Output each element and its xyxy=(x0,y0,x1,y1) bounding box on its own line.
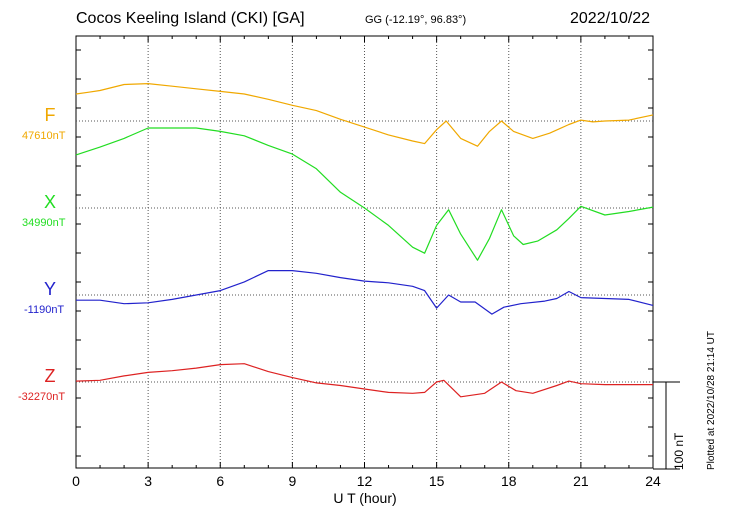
baseline-label-f: 47610nT xyxy=(22,130,66,142)
series-lines xyxy=(75,83,654,398)
grid-lines xyxy=(76,36,653,468)
series-label-x: X xyxy=(43,192,56,212)
x-axis-label: U T (hour) xyxy=(333,490,396,506)
x-tick-labels: 0 3 6 9 12 15 18 21 24 xyxy=(72,473,661,489)
series-label-y: Y xyxy=(43,279,56,299)
x-tick-label: 12 xyxy=(357,473,373,489)
tick-marks xyxy=(75,36,654,468)
series-line-z xyxy=(75,363,653,398)
x-tick-label: 21 xyxy=(573,473,589,489)
x-tick-label: 18 xyxy=(501,473,517,489)
baseline-label-z: -32270nT xyxy=(18,391,66,403)
coordinates: GG (-12.19°, 96.83°) xyxy=(365,14,467,26)
x-tick-label: 15 xyxy=(429,473,445,489)
scale-bar xyxy=(653,381,680,470)
baseline-label-y: -1190nT xyxy=(24,304,65,316)
x-tick-label: 6 xyxy=(216,473,224,489)
x-tick-label: 0 xyxy=(72,473,80,489)
plotted-at-note: Plotted at 2022/10/28 21:14 UT xyxy=(706,331,717,470)
series-label-z: Z xyxy=(44,366,56,386)
series-line-x xyxy=(75,127,654,261)
x-tick-label: 9 xyxy=(288,473,296,489)
x-tick-label: 24 xyxy=(645,473,661,489)
series-line-y xyxy=(76,270,654,315)
baseline-label-x: 34990nT xyxy=(22,217,66,229)
x-tick-label: 3 xyxy=(144,473,152,489)
station-title: Cocos Keeling Island (CKI) [GA] xyxy=(76,10,305,27)
series-label-f: F xyxy=(44,105,56,125)
series-line-f xyxy=(75,83,654,147)
scale-bar-label: 100 nT xyxy=(672,432,686,470)
date-title: 2022/10/22 xyxy=(570,10,651,27)
